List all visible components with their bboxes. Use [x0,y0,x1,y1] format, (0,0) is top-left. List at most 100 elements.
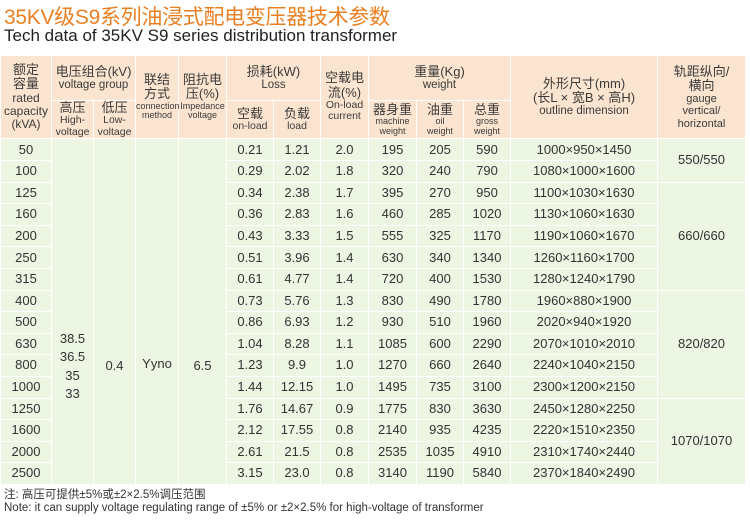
header-high-voltage: 高压 High-voltage [51,99,94,140]
table-row: 2000 2.61 21.5 0.8 2535 1035 4910 2310×1740×244… [0,440,746,464]
header-oil-weight: 油重 oil weight [416,99,464,140]
header-current: 空载电流(%) On-load current [320,54,369,140]
high-voltage-value: 35 [65,367,80,383]
header-gross-weight: 总重 gross weight [463,99,511,140]
cell-gross-weight: 950 [463,181,511,205]
cell-machine-weight: 195 [368,138,417,161]
cell-capacity: 2000 [0,440,52,464]
table-row: 1250 1.76 14.67 0.9 1775 830 3630 2450×1280×225… [0,397,746,485]
cell-gross-weight: 1340 [463,246,511,269]
cell-oil-weight: 830 [416,397,464,421]
cell-load-loss: 12.15 [273,375,321,399]
cell-on-load-loss: 0.29 [226,159,274,183]
cell-machine-weight: 2140 [368,419,417,442]
cell-gross-weight: 2290 [463,332,511,356]
note-en: Note: it can supply voltage regulating r… [4,502,484,514]
table-row: 50 38.5 36.5 35 33 0.4 Yyno 6.5 0.21 1.21 2.0 195 20… [0,138,746,485]
cell-gross-weight: 4235 [463,419,511,442]
cell-outline-dimension: 1280×1240×1790 [510,267,658,291]
cell-on-load-loss: 0.34 [226,181,274,205]
cell-capacity: 800 [0,354,52,377]
cell-gross-weight: 2640 [463,354,511,377]
cell-load-loss: 14.67 [273,397,321,421]
cell-load-loss: 1.21 [273,138,321,161]
cell-high-voltage: 38.5 36.5 35 33 [51,138,94,485]
cell-on-load-current: 0.8 [320,462,369,485]
table-row: 630 1.04 8.28 1.1 1085 600 2290 2070×1010×2010 [0,332,746,356]
cell-load-loss: 2.02 [273,159,321,183]
cell-on-load-current: 1.6 [320,203,369,226]
header-machine-weight: 器身重 machine weight [368,99,417,140]
cell-oil-weight: 325 [416,224,464,248]
cell-gross-weight: 3630 [463,397,511,421]
cell-oil-weight: 935 [416,419,464,442]
cell-capacity: 1250 [0,397,52,421]
cell-gross-weight: 4910 [463,440,511,464]
cell-on-load-loss: 0.86 [226,311,274,334]
cell-connection: Yyno [135,138,179,485]
cell-on-load-loss: 0.21 [226,138,274,161]
cell-on-load-current: 0.8 [320,419,369,442]
cell-on-load-current: 1.4 [320,246,369,269]
cell-load-loss: 5.76 [273,289,321,313]
table-row: 315 0.61 4.77 1.4 720 400 1530 1280×1240×1790 [0,267,746,291]
header-dimension: 外形尺寸(mm) (长L × 宽B × 高H) outline dimension [510,54,658,140]
cell-oil-weight: 400 [416,267,464,291]
header-load-loss: 负载 load [273,99,321,140]
cell-outline-dimension: 1190×1060×1670 [510,224,658,248]
cell-on-load-loss: 0.73 [226,289,274,313]
cell-on-load-loss: 1.44 [226,375,274,399]
cell-on-load-current: 1.7 [320,181,369,205]
cell-machine-weight: 3140 [368,462,417,485]
cell-oil-weight: 490 [416,289,464,313]
cell-on-load-current: 2.0 [320,138,369,161]
page-title-en: Tech data of 35KV S9 series distribution… [4,26,398,45]
cell-oil-weight: 285 [416,203,464,226]
note-cn: 注: 高压可提供±5%或±2×2.5%调压范围 [4,489,206,501]
page-title-cn: 35KV级S9系列油浸式配电变压器技术参数 [4,6,390,29]
cell-capacity: 125 [0,181,52,205]
table-row: 2500 3.15 23.0 0.8 3140 1190 5840 2370×1840×249… [0,462,746,485]
cell-gauge: 660/660 [657,181,746,291]
cell-on-load-loss: 1.23 [226,354,274,377]
cell-on-load-current: 0.8 [320,440,369,464]
cell-outline-dimension: 1000×950×1450 [510,138,658,161]
cell-on-load-current: 1.8 [320,159,369,183]
cell-machine-weight: 1495 [368,375,417,399]
cell-gauge: 550/550 [657,138,746,183]
cell-gauge: 820/820 [657,289,746,399]
header-weight: 重量(Kg) weight [368,55,511,101]
cell-on-load-current: 1.0 [320,354,369,377]
header-impedance: 阻抗电压(%) Impedance voltage [178,54,227,140]
header-connection: 联结方式 connection method [135,54,180,140]
table-row: 250 0.51 3.96 1.4 630 340 1340 1260×1160×1700 [0,246,746,269]
cell-load-loss: 4.77 [273,267,321,291]
cell-on-load-loss: 0.36 [226,203,274,226]
cell-gross-weight: 590 [463,138,511,161]
cell-gross-weight: 1530 [463,267,511,291]
cell-oil-weight: 340 [416,246,464,269]
cell-load-loss: 17.55 [273,419,321,442]
cell-machine-weight: 1270 [368,354,417,377]
cell-on-load-current: 1.1 [320,332,369,356]
high-voltage-value: 38.5 [59,331,86,347]
cell-outline-dimension: 2020×940×1920 [510,311,658,334]
cell-machine-weight: 460 [368,203,417,226]
cell-capacity: 315 [0,267,52,291]
cell-outline-dimension: 2300×1200×2150 [510,375,658,399]
table-row: 200 0.43 3.33 1.5 555 325 1170 1190×1060×1670 [0,224,746,248]
cell-oil-weight: 600 [416,332,464,356]
cell-machine-weight: 830 [368,289,417,313]
cell-gross-weight: 790 [463,159,511,183]
cell-gross-weight: 5840 [463,462,511,485]
cell-outline-dimension: 2070×1010×2010 [510,332,658,356]
table-row: 160 0.36 2.83 1.6 460 285 1020 1130×1060×1630 [0,203,746,226]
cell-outline-dimension: 1100×1030×1630 [510,181,658,205]
cell-capacity: 160 [0,203,52,226]
cell-outline-dimension: 2220×1510×2350 [510,419,658,442]
cell-capacity: 250 [0,246,52,269]
cell-outline-dimension: 1260×1160×1700 [510,246,658,269]
cell-machine-weight: 555 [368,224,417,248]
cell-capacity: 1000 [0,375,52,399]
header-low-voltage: 低压 Low-voltage [93,99,136,140]
